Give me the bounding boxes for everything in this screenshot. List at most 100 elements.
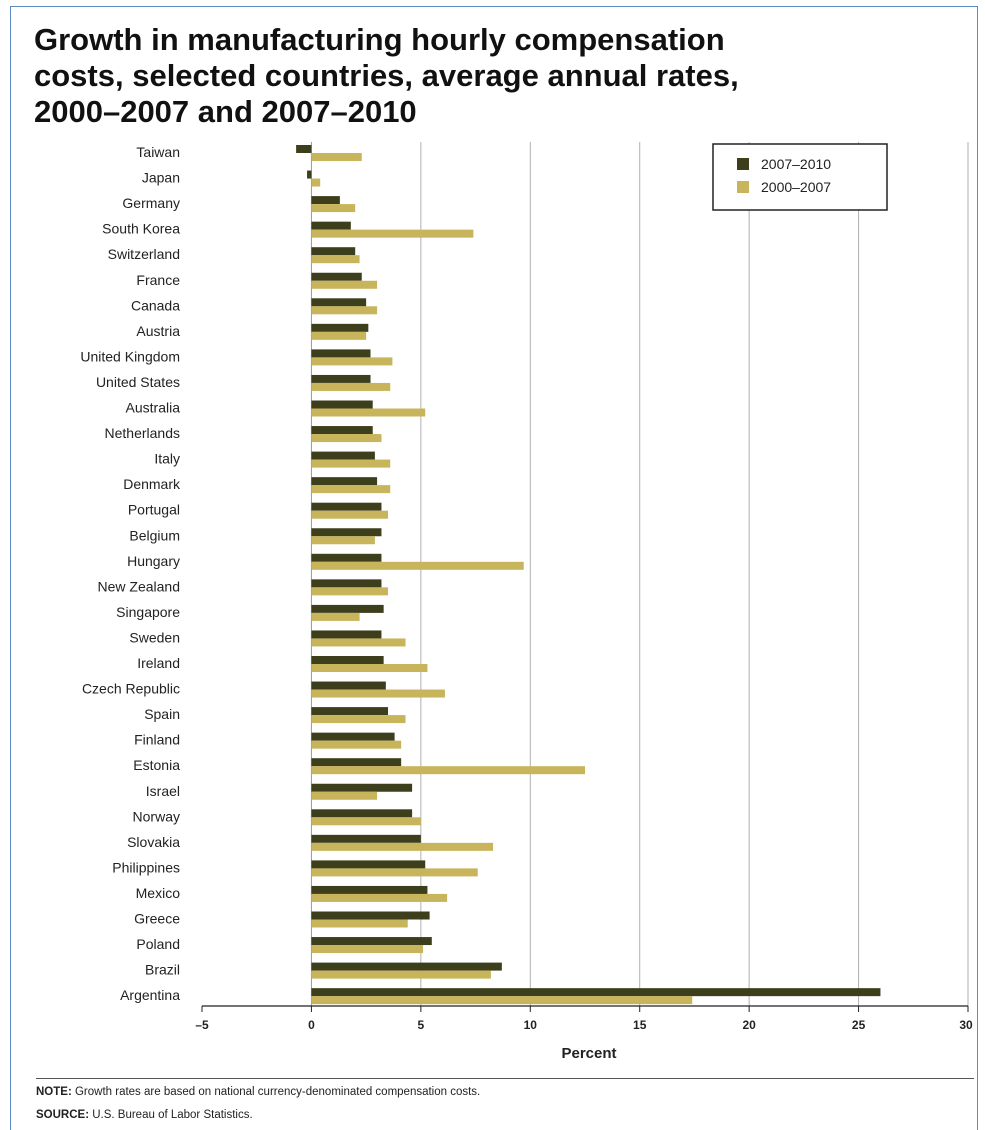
x-tick-label: –5 — [195, 1018, 209, 1032]
category-label: Greece — [134, 911, 180, 927]
category-label: Ireland — [137, 655, 180, 671]
category-label: Brazil — [145, 962, 180, 978]
category-label: Spain — [144, 706, 180, 722]
category-label: Norway — [133, 808, 180, 824]
bar-2000-2007 — [311, 331, 367, 340]
category-label: Taiwan — [136, 144, 180, 160]
note-body: Growth rates are based on national curre… — [71, 1086, 481, 1098]
x-tick-label: 25 — [852, 1018, 866, 1032]
bar-2000-2007 — [311, 664, 428, 672]
x-tick-label: 10 — [524, 1018, 538, 1032]
bar-2000-2007 — [311, 945, 424, 954]
bar-2000-2007 — [311, 178, 321, 187]
bar-2000-2007 — [311, 893, 448, 902]
bar-2007-2010 — [311, 783, 413, 792]
bar-2007-2010 — [307, 170, 312, 179]
bar-2007-2010 — [311, 911, 430, 920]
bar-2007-2010 — [311, 528, 382, 537]
category-label: New Zealand — [98, 578, 181, 594]
bar-2000-2007 — [311, 791, 378, 800]
bar-2000-2007 — [311, 587, 389, 596]
bar-2000-2007 — [311, 408, 426, 417]
bar-2007-2010 — [311, 809, 413, 818]
bar-2000-2007 — [311, 689, 445, 698]
category-label: United States — [96, 374, 180, 390]
category-label: Australia — [126, 400, 181, 416]
note-divider — [36, 1078, 974, 1079]
bar-2007-2010 — [311, 298, 367, 307]
bar-2000-2007 — [311, 612, 360, 621]
legend: 2007–2010 2000–2007 — [712, 143, 888, 211]
category-label: Canada — [131, 297, 180, 313]
chart-title-line-1: Growth in manufacturing hourly compensat… — [34, 22, 725, 57]
bar-2007-2010 — [311, 323, 369, 332]
bar-2000-2007 — [311, 485, 391, 494]
x-tick-label: 30 — [959, 1018, 973, 1032]
category-label: Israel — [146, 783, 180, 799]
bar-2000-2007 — [311, 868, 478, 877]
category-labels: Taiwan Japan Germany South Korea Switzerland… — [80, 144, 181, 1003]
bar-2007-2010 — [311, 400, 373, 409]
x-tick-label: 20 — [742, 1018, 756, 1032]
bar-2007-2010 — [311, 221, 351, 230]
bar-2007-2010 — [311, 502, 382, 511]
bar-2000-2007 — [311, 536, 375, 545]
bar-2007-2010 — [311, 374, 371, 383]
bar-2000-2007 — [311, 357, 393, 366]
legend-label-2007-2010: 2007–2010 — [761, 156, 831, 172]
bar-2000-2007 — [311, 740, 402, 749]
chart-frame — [10, 6, 978, 1130]
bar-2007-2010 — [311, 272, 362, 281]
category-label: Poland — [136, 936, 180, 952]
legend-swatch-2007-2010 — [737, 158, 749, 170]
bar-2000-2007 — [311, 561, 524, 570]
bar-2007-2010 — [311, 196, 340, 205]
bar-2007-2010 — [311, 988, 881, 997]
category-label: Netherlands — [105, 425, 181, 441]
note-label: NOTE: — [36, 1086, 72, 1098]
bar-2007-2010 — [311, 630, 382, 639]
bar-2000-2007 — [311, 842, 494, 851]
bar-2000-2007 — [311, 996, 693, 1005]
bar-2007-2010 — [311, 656, 384, 664]
category-label: Czech Republic — [82, 681, 180, 697]
bar-2007-2010 — [311, 451, 375, 460]
category-label: Belgium — [129, 527, 180, 543]
category-label: Germany — [122, 195, 180, 211]
bar-2007-2010 — [311, 732, 395, 741]
x-tick-label: 5 — [418, 1018, 425, 1032]
chart-title: Growth in manufacturing hourly compensat… — [34, 22, 964, 130]
bar-2007-2010 — [311, 477, 378, 486]
bar-2007-2010 — [311, 247, 356, 256]
bar-2007-2010 — [311, 707, 389, 716]
category-label: Italy — [154, 451, 180, 467]
legend-box — [712, 143, 888, 211]
bar-2007-2010 — [311, 553, 382, 562]
category-label: Denmark — [123, 476, 181, 492]
bar-2007-2010 — [311, 426, 373, 435]
bar-2000-2007 — [311, 970, 491, 979]
x-axis: –5 0 5 10 15 20 25 30 — [195, 1005, 973, 1032]
bar-2007-2010 — [311, 962, 502, 971]
bar-2000-2007 — [311, 204, 356, 213]
chart-title-line-3: 2000–2007 and 2007–2010 — [34, 94, 417, 129]
category-label: Argentina — [120, 987, 180, 1003]
category-label: United Kingdom — [80, 348, 180, 364]
bar-2000-2007 — [311, 382, 391, 391]
bar-2007-2010 — [311, 579, 382, 588]
bar-2000-2007 — [311, 229, 474, 238]
category-label: Austria — [136, 323, 180, 339]
category-label: Sweden — [129, 629, 180, 645]
chart-title-line-2: costs, selected countries, average annua… — [34, 58, 739, 93]
bar-2000-2007 — [311, 510, 389, 519]
category-label: Portugal — [128, 502, 180, 518]
x-axis-label: Percent — [561, 1045, 616, 1062]
bar-2000-2007 — [311, 434, 382, 443]
category-label: Singapore — [116, 604, 180, 620]
bar-2000-2007 — [311, 306, 378, 315]
bar-2000-2007 — [311, 638, 406, 647]
category-label: Mexico — [136, 885, 181, 901]
bar-2000-2007 — [311, 766, 585, 775]
category-label: Philippines — [112, 859, 180, 875]
note-text: NOTE: Growth rates are based on national… — [36, 1086, 480, 1098]
